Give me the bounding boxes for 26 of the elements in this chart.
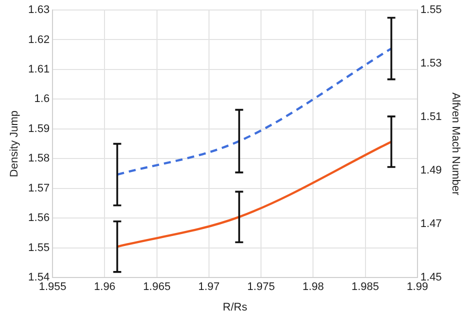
x-tick-label: 1.98 <box>302 281 324 294</box>
y2-tick-label: 1.51 <box>420 111 442 124</box>
y-tick-label: 1.59 <box>28 122 50 135</box>
y-tick-label: 1.56 <box>28 212 50 224</box>
x-tick-label: 1.985 <box>352 281 380 294</box>
x-tick-label: 1.955 <box>38 281 66 294</box>
y-tick-label: 1.55 <box>28 242 50 254</box>
y2-axis-title: Alfven Mach Number <box>449 92 462 196</box>
y2-tick-label: 1.55 <box>420 4 442 16</box>
y2-tick-label: 1.49 <box>420 164 442 177</box>
x-tick-label: 1.965 <box>143 281 171 294</box>
y-axis-title: Density Jump <box>8 110 21 178</box>
y-tick-label: 1.63 <box>28 4 50 16</box>
y2-tick-label: 1.47 <box>420 218 442 230</box>
y-tick-label: 1.61 <box>28 64 50 76</box>
y-tick-label: 1.62 <box>28 34 50 46</box>
y-tick-label: 1.6 <box>34 93 50 106</box>
y-tick-label: 1.57 <box>28 182 50 194</box>
y2-tick-label: 1.45 <box>420 272 442 284</box>
x-axis-title: R/Rs <box>222 301 248 314</box>
y-tick-label: 1.58 <box>28 152 50 165</box>
x-tick-label: 1.97 <box>198 281 220 294</box>
y2-tick-label: 1.53 <box>420 58 442 70</box>
x-tick-label: 1.96 <box>94 281 116 294</box>
x-tick-label: 1.99 <box>406 281 428 294</box>
x-tick-label: 1.975 <box>247 281 275 294</box>
